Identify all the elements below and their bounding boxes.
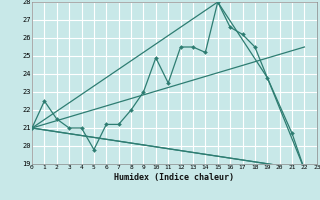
X-axis label: Humidex (Indice chaleur): Humidex (Indice chaleur) — [115, 173, 234, 182]
